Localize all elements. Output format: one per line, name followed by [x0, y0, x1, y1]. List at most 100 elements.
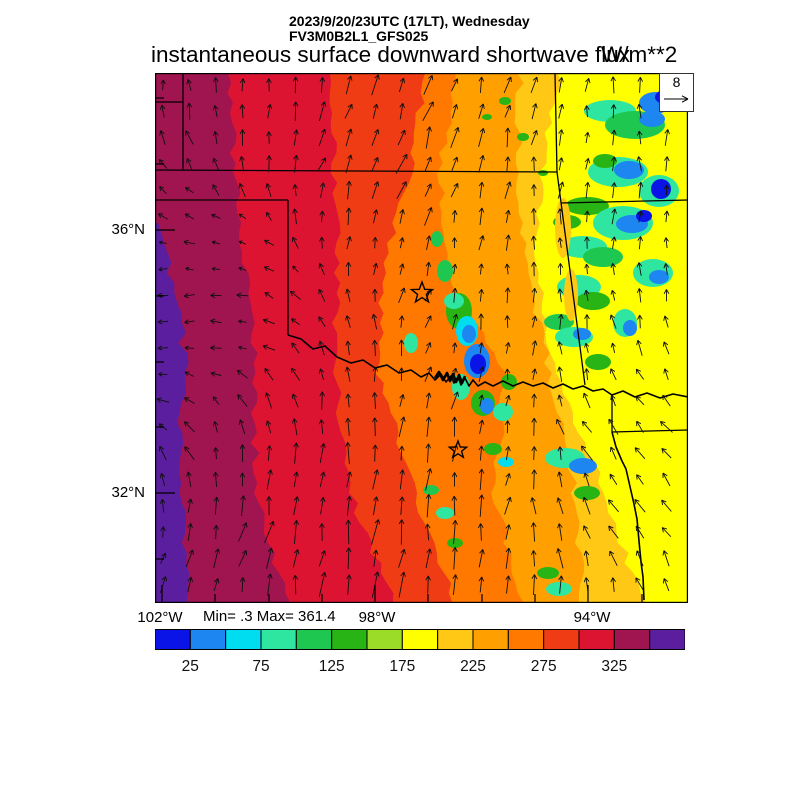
wind-arrow: [262, 344, 276, 351]
wind-arrow: [583, 472, 590, 487]
cloud-patch: [537, 567, 559, 579]
wind-arrow: [452, 313, 459, 330]
wind-arrow: [398, 548, 406, 568]
cloud-patch: [546, 582, 572, 596]
wind-arrow: [451, 78, 459, 92]
wind-arrow: [556, 418, 565, 435]
wind-arrow: [557, 181, 565, 199]
wind-arrow: [425, 548, 432, 569]
wind-arrow: [584, 77, 591, 92]
wind-arrow: [636, 339, 643, 356]
wind-arrow: [452, 547, 458, 570]
colorbar-cell: [578, 629, 615, 650]
wind-arrow: [345, 393, 351, 408]
wind-arrow: [159, 576, 168, 594]
wind-arrow: [399, 237, 405, 249]
wind-arrow: [399, 496, 405, 515]
wind-arrow: [372, 262, 379, 276]
wind-arrow: [478, 288, 485, 302]
wind-arrow: [425, 261, 432, 277]
map-layers: [155, 73, 688, 603]
wind-arrow: [345, 315, 351, 328]
wind-arrow: [558, 313, 564, 330]
wind-arrow: [635, 395, 645, 406]
wind-arrow: [610, 289, 616, 301]
cloud-patch: [639, 111, 665, 127]
wind-arrow: [398, 519, 405, 545]
colorbar-cell: [543, 629, 580, 650]
wind-arrow: [478, 127, 486, 148]
wind-arrow: [558, 157, 564, 171]
wind-arrow: [210, 318, 222, 325]
lon-axis-label: 94°W: [573, 609, 611, 626]
wind-arrow: [584, 105, 590, 118]
wind-arrow: [610, 263, 616, 275]
wind-arrow: [452, 519, 458, 545]
wind-arrow: [213, 447, 219, 460]
colorbar-cell: [225, 629, 262, 650]
wind-arrow: [636, 288, 643, 303]
wind-arrow: [636, 262, 643, 276]
wind-arrow: [452, 263, 458, 275]
cloud-patch: [574, 486, 600, 500]
wind-arrow: [262, 318, 275, 325]
wind-arrow: [157, 213, 168, 220]
wind-arrow: [582, 392, 591, 409]
wind-arrow: [531, 340, 538, 356]
wind-arrow: [451, 156, 459, 171]
river-sabine-river: [611, 431, 645, 601]
wind-arrow: [478, 394, 485, 407]
wind-arrow: [213, 578, 220, 592]
wind-arrow: [504, 420, 511, 434]
wind-arrow: [531, 156, 537, 172]
wind-arrow: [372, 366, 379, 382]
wind-arrow: [159, 472, 166, 486]
wind-arrow: [663, 315, 669, 328]
cloud-patch: [517, 133, 529, 141]
wind-arrow: [266, 78, 272, 92]
wind-arrow: [399, 469, 405, 490]
wind-arrow: [478, 103, 485, 119]
wind-arrow: [318, 316, 326, 327]
wind-arrow: [372, 417, 378, 437]
wind-arrow: [292, 208, 298, 225]
cloud-patch: [482, 114, 492, 120]
wind-arrow: [504, 263, 510, 275]
wind-arrow: [582, 496, 591, 515]
wind-arrow: [212, 77, 219, 93]
wind-arrow: [372, 103, 379, 119]
wind-arrow: [637, 76, 644, 93]
wind-arrow: [504, 156, 511, 172]
wind-arrow: [238, 419, 246, 435]
wind-arrow: [266, 131, 272, 144]
wind-arrow: [266, 496, 272, 516]
wind-arrow: [266, 445, 273, 461]
wind-arrow: [211, 240, 221, 245]
wind-arrow: [611, 129, 617, 146]
wind-arrow: [267, 573, 273, 596]
min-max-label: Min= .3 Max= 361.4: [203, 608, 336, 625]
colorbar-cell: [613, 629, 651, 650]
wind-arrow: [371, 181, 380, 199]
wind-arrow: [211, 266, 220, 272]
wind-arrow: [451, 210, 458, 223]
cloud-patch: [538, 170, 548, 176]
wind-arrow: [398, 445, 405, 461]
wind-arrow: [238, 345, 247, 350]
wind-arrow: [610, 394, 616, 407]
wind-arrow: [661, 527, 672, 538]
wind-arrows: [156, 74, 673, 598]
wind-arrow: [183, 421, 195, 433]
wind-arrow: [345, 442, 351, 465]
wind-arrow: [371, 339, 378, 356]
cloud-patch: [555, 198, 571, 258]
wind-arrow: [583, 550, 590, 567]
wind-arrow: [399, 209, 405, 224]
wind-arrow: [634, 498, 646, 513]
wind-arrow: [318, 128, 327, 147]
wind-arrow: [424, 366, 433, 382]
wind-arrow: [319, 471, 326, 488]
wind-arrow: [266, 104, 273, 119]
wind-arrow: [238, 183, 246, 198]
wind-arrow: [451, 416, 458, 437]
